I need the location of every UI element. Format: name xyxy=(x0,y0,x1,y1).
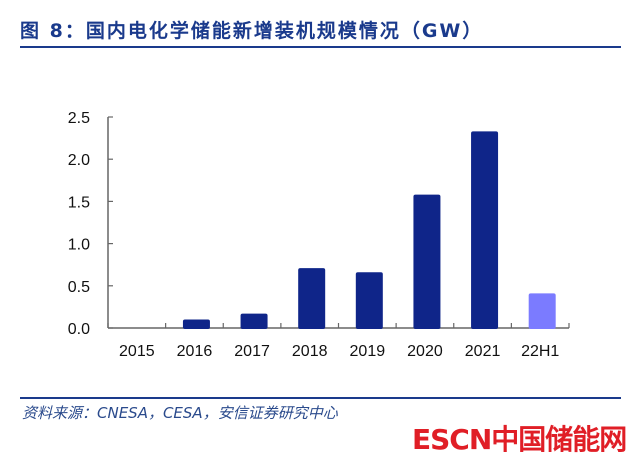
y-tick-label: 1.5 xyxy=(68,194,90,211)
watermark-logo: ESCN中国储能网 xyxy=(412,423,627,456)
bar-2019 xyxy=(355,272,383,329)
y-tick-label: 0.0 xyxy=(68,321,90,338)
x-tick-label: 22H1 xyxy=(521,343,559,360)
bar-2020 xyxy=(413,194,441,329)
bar-22H1 xyxy=(528,293,556,329)
x-tick-label: 2016 xyxy=(177,343,213,360)
bar-2016 xyxy=(182,319,210,329)
x-tick-label: 2015 xyxy=(119,343,155,360)
bars xyxy=(182,131,556,329)
x-tick-label: 2019 xyxy=(350,343,386,360)
x-axis: 2015 2016 2017 2018 2019 2020 2021 22H1 xyxy=(107,323,570,360)
x-tick-label: 2021 xyxy=(465,343,501,360)
source-note: 资料来源：CNESA，CESA，安信证券研究中心 xyxy=(22,404,338,422)
y-tick-label: 2.5 xyxy=(68,110,90,127)
figure-title: 图 8：国内电化学储能新增装机规模情况（GW） xyxy=(20,20,484,42)
x-tick-label: 2017 xyxy=(234,343,270,360)
source-divider xyxy=(20,397,621,399)
bar-2018 xyxy=(298,268,326,329)
y-axis: 0.0 0.5 1.0 1.5 2.0 2.5 xyxy=(68,110,113,338)
y-tick-label: 1.0 xyxy=(68,237,90,254)
x-tick-label: 2020 xyxy=(407,343,443,360)
bar-2017 xyxy=(240,313,268,329)
title-divider xyxy=(20,46,621,48)
bar-2021 xyxy=(471,131,499,329)
x-tick-label: 2018 xyxy=(292,343,328,360)
y-tick-label: 0.5 xyxy=(68,279,90,296)
y-tick-label: 2.0 xyxy=(68,152,90,169)
